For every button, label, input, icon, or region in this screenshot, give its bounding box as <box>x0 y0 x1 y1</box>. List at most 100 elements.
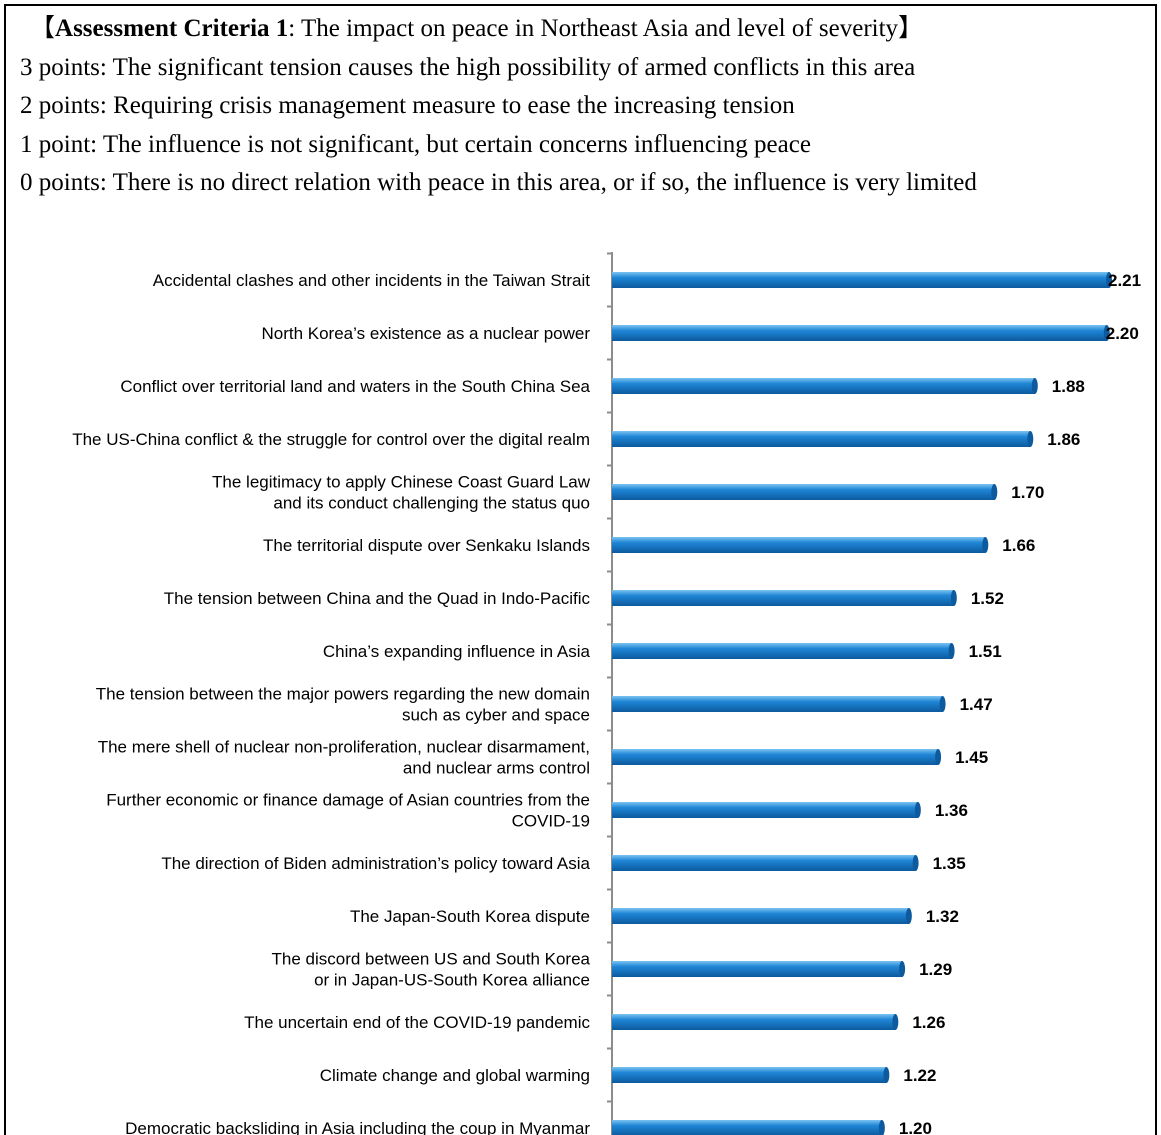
category-label-7: China’s expanding influence in Asia <box>323 642 591 661</box>
category-label-6: The tension between China and the Quad i… <box>164 589 591 608</box>
category-label-line: or in Japan-US-South Korea alliance <box>314 971 590 990</box>
criteria-heading: 【Assessment Criteria 1: The impact on pe… <box>20 10 1150 49</box>
category-label-line: Climate change and global warming <box>320 1066 590 1085</box>
bar-9 <box>612 749 939 765</box>
bar-15 <box>612 1067 887 1083</box>
category-label-2: Conflict over territorial land and water… <box>120 377 590 396</box>
criteria-level-2: 2 points: Requiring crisis management me… <box>20 92 795 119</box>
criteria-heading-rest: : The impact on peace in Northeast Asia … <box>288 15 899 42</box>
bar-end-14 <box>892 1014 899 1030</box>
criteria-level-3: 3 points: The significant tension causes… <box>20 53 916 81</box>
category-label-line: The direction of Biden administration’s … <box>161 854 590 873</box>
category-label-line: The territorial dispute over Senkaku Isl… <box>263 536 590 555</box>
bar-7 <box>612 643 952 659</box>
bar-8 <box>612 696 943 712</box>
category-label-line: The tension between China and the Quad i… <box>164 589 591 608</box>
value-label-7: 1.51 <box>969 642 1002 661</box>
criteria-level-0: 0 points: There is no direct relation wi… <box>20 169 977 196</box>
bar-end-16 <box>878 1120 885 1135</box>
value-label-2: 1.88 <box>1052 377 1085 396</box>
category-label-line: and its conduct challenging the status q… <box>273 494 590 513</box>
category-label-1: North Korea’s existence as a nuclear pow… <box>261 324 590 343</box>
category-label-9: The mere shell of nuclear non-proliferat… <box>98 738 590 778</box>
bar-3 <box>612 431 1031 447</box>
bar-end-2 <box>1031 378 1038 394</box>
bar-14 <box>612 1014 896 1030</box>
category-label-14: The uncertain end of the COVID-19 pandem… <box>244 1013 590 1032</box>
bar-end-4 <box>991 484 998 500</box>
category-label-line: The discord between US and South Korea <box>272 950 591 969</box>
figure-frame <box>4 4 1157 1135</box>
value-label-16: 1.20 <box>899 1119 932 1135</box>
category-label-line: Democratic backsliding in Asia including… <box>125 1119 590 1135</box>
category-label-line: The mere shell of nuclear non-proliferat… <box>98 738 590 757</box>
category-label-8: The tension between the major powers reg… <box>96 685 590 725</box>
category-label-line: The US-China conflict & the struggle for… <box>72 430 590 449</box>
bar-end-13 <box>899 961 906 977</box>
criteria-level-1: 1 point: The influence is not significan… <box>20 130 811 158</box>
category-label-line: COVID-19 <box>512 812 590 831</box>
bar-end-5 <box>982 537 989 553</box>
category-label-11: The direction of Biden administration’s … <box>161 854 590 873</box>
category-label-line: North Korea’s existence as a nuclear pow… <box>261 324 590 343</box>
category-label-3: The US-China conflict & the struggle for… <box>72 430 590 449</box>
category-label-line: The uncertain end of the COVID-19 pandem… <box>244 1013 590 1032</box>
bar-6 <box>612 590 954 606</box>
category-label-line: and nuclear arms control <box>403 759 590 778</box>
bar-end-11 <box>912 855 919 871</box>
bar-1 <box>612 325 1107 341</box>
value-label-4: 1.70 <box>1011 483 1044 502</box>
value-label-3: 1.86 <box>1047 430 1080 449</box>
category-label-line: such as cyber and space <box>402 706 590 725</box>
value-label-5: 1.66 <box>1002 536 1035 555</box>
value-label-6: 1.52 <box>971 589 1004 608</box>
assessment-criteria: 【Assessment Criteria 1: The impact on pe… <box>20 10 1150 203</box>
bar-10 <box>612 802 918 818</box>
category-label-line: The tension between the major powers reg… <box>96 685 590 704</box>
bar-4 <box>612 484 995 500</box>
bar-end-0 <box>1106 272 1112 288</box>
category-label-line: The Japan-South Korea dispute <box>350 907 590 926</box>
category-label-5: The territorial dispute over Senkaku Isl… <box>263 536 590 555</box>
value-label-15: 1.22 <box>903 1066 936 1085</box>
bracket-close: 】 <box>898 15 924 42</box>
bar-end-7 <box>948 643 955 659</box>
bar-5 <box>612 537 986 553</box>
bar-end-12 <box>905 908 912 924</box>
category-label-13: The discord between US and South Korea or… <box>272 950 591 990</box>
category-label-10: Further economic or finance damage of As… <box>106 791 590 831</box>
value-label-11: 1.35 <box>933 854 966 873</box>
category-label-16: Democratic backsliding in Asia including… <box>125 1119 590 1135</box>
bar-end-15 <box>883 1067 890 1083</box>
bar-end-3 <box>1027 431 1034 447</box>
category-label-12: The Japan-South Korea dispute <box>350 907 590 926</box>
bar-end-9 <box>935 749 942 765</box>
category-label-line: Further economic or finance damage of As… <box>106 791 590 810</box>
value-label-8: 1.47 <box>960 695 993 714</box>
category-label-15: Climate change and global warming <box>320 1066 590 1085</box>
bar-16 <box>612 1120 882 1135</box>
value-label-9: 1.45 <box>955 748 988 767</box>
category-label-line: Conflict over territorial land and water… <box>120 377 590 396</box>
bracket-open: 【 <box>30 15 56 42</box>
value-label-0: 2.21 <box>1108 271 1141 290</box>
bar-end-1 <box>1103 325 1110 341</box>
criteria-heading-bold: Assessment Criteria 1 <box>55 15 289 42</box>
value-label-14: 1.26 <box>912 1013 945 1032</box>
value-label-10: 1.36 <box>935 801 968 820</box>
category-label-0: Accidental clashes and other incidents i… <box>153 271 590 290</box>
value-label-13: 1.29 <box>919 960 952 979</box>
value-label-12: 1.32 <box>926 907 959 926</box>
bar-12 <box>612 908 909 924</box>
category-label-line: Accidental clashes and other incidents i… <box>153 271 590 290</box>
bar-11 <box>612 855 916 871</box>
category-label-line: The legitimacy to apply Chinese Coast Gu… <box>212 473 591 492</box>
bar-0 <box>612 272 1109 288</box>
bar-13 <box>612 961 903 977</box>
bar-2 <box>612 378 1035 394</box>
category-label-4: The legitimacy to apply Chinese Coast Gu… <box>212 473 591 513</box>
bar-end-6 <box>950 590 957 606</box>
category-label-line: China’s expanding influence in Asia <box>323 642 591 661</box>
bar-end-8 <box>939 696 946 712</box>
